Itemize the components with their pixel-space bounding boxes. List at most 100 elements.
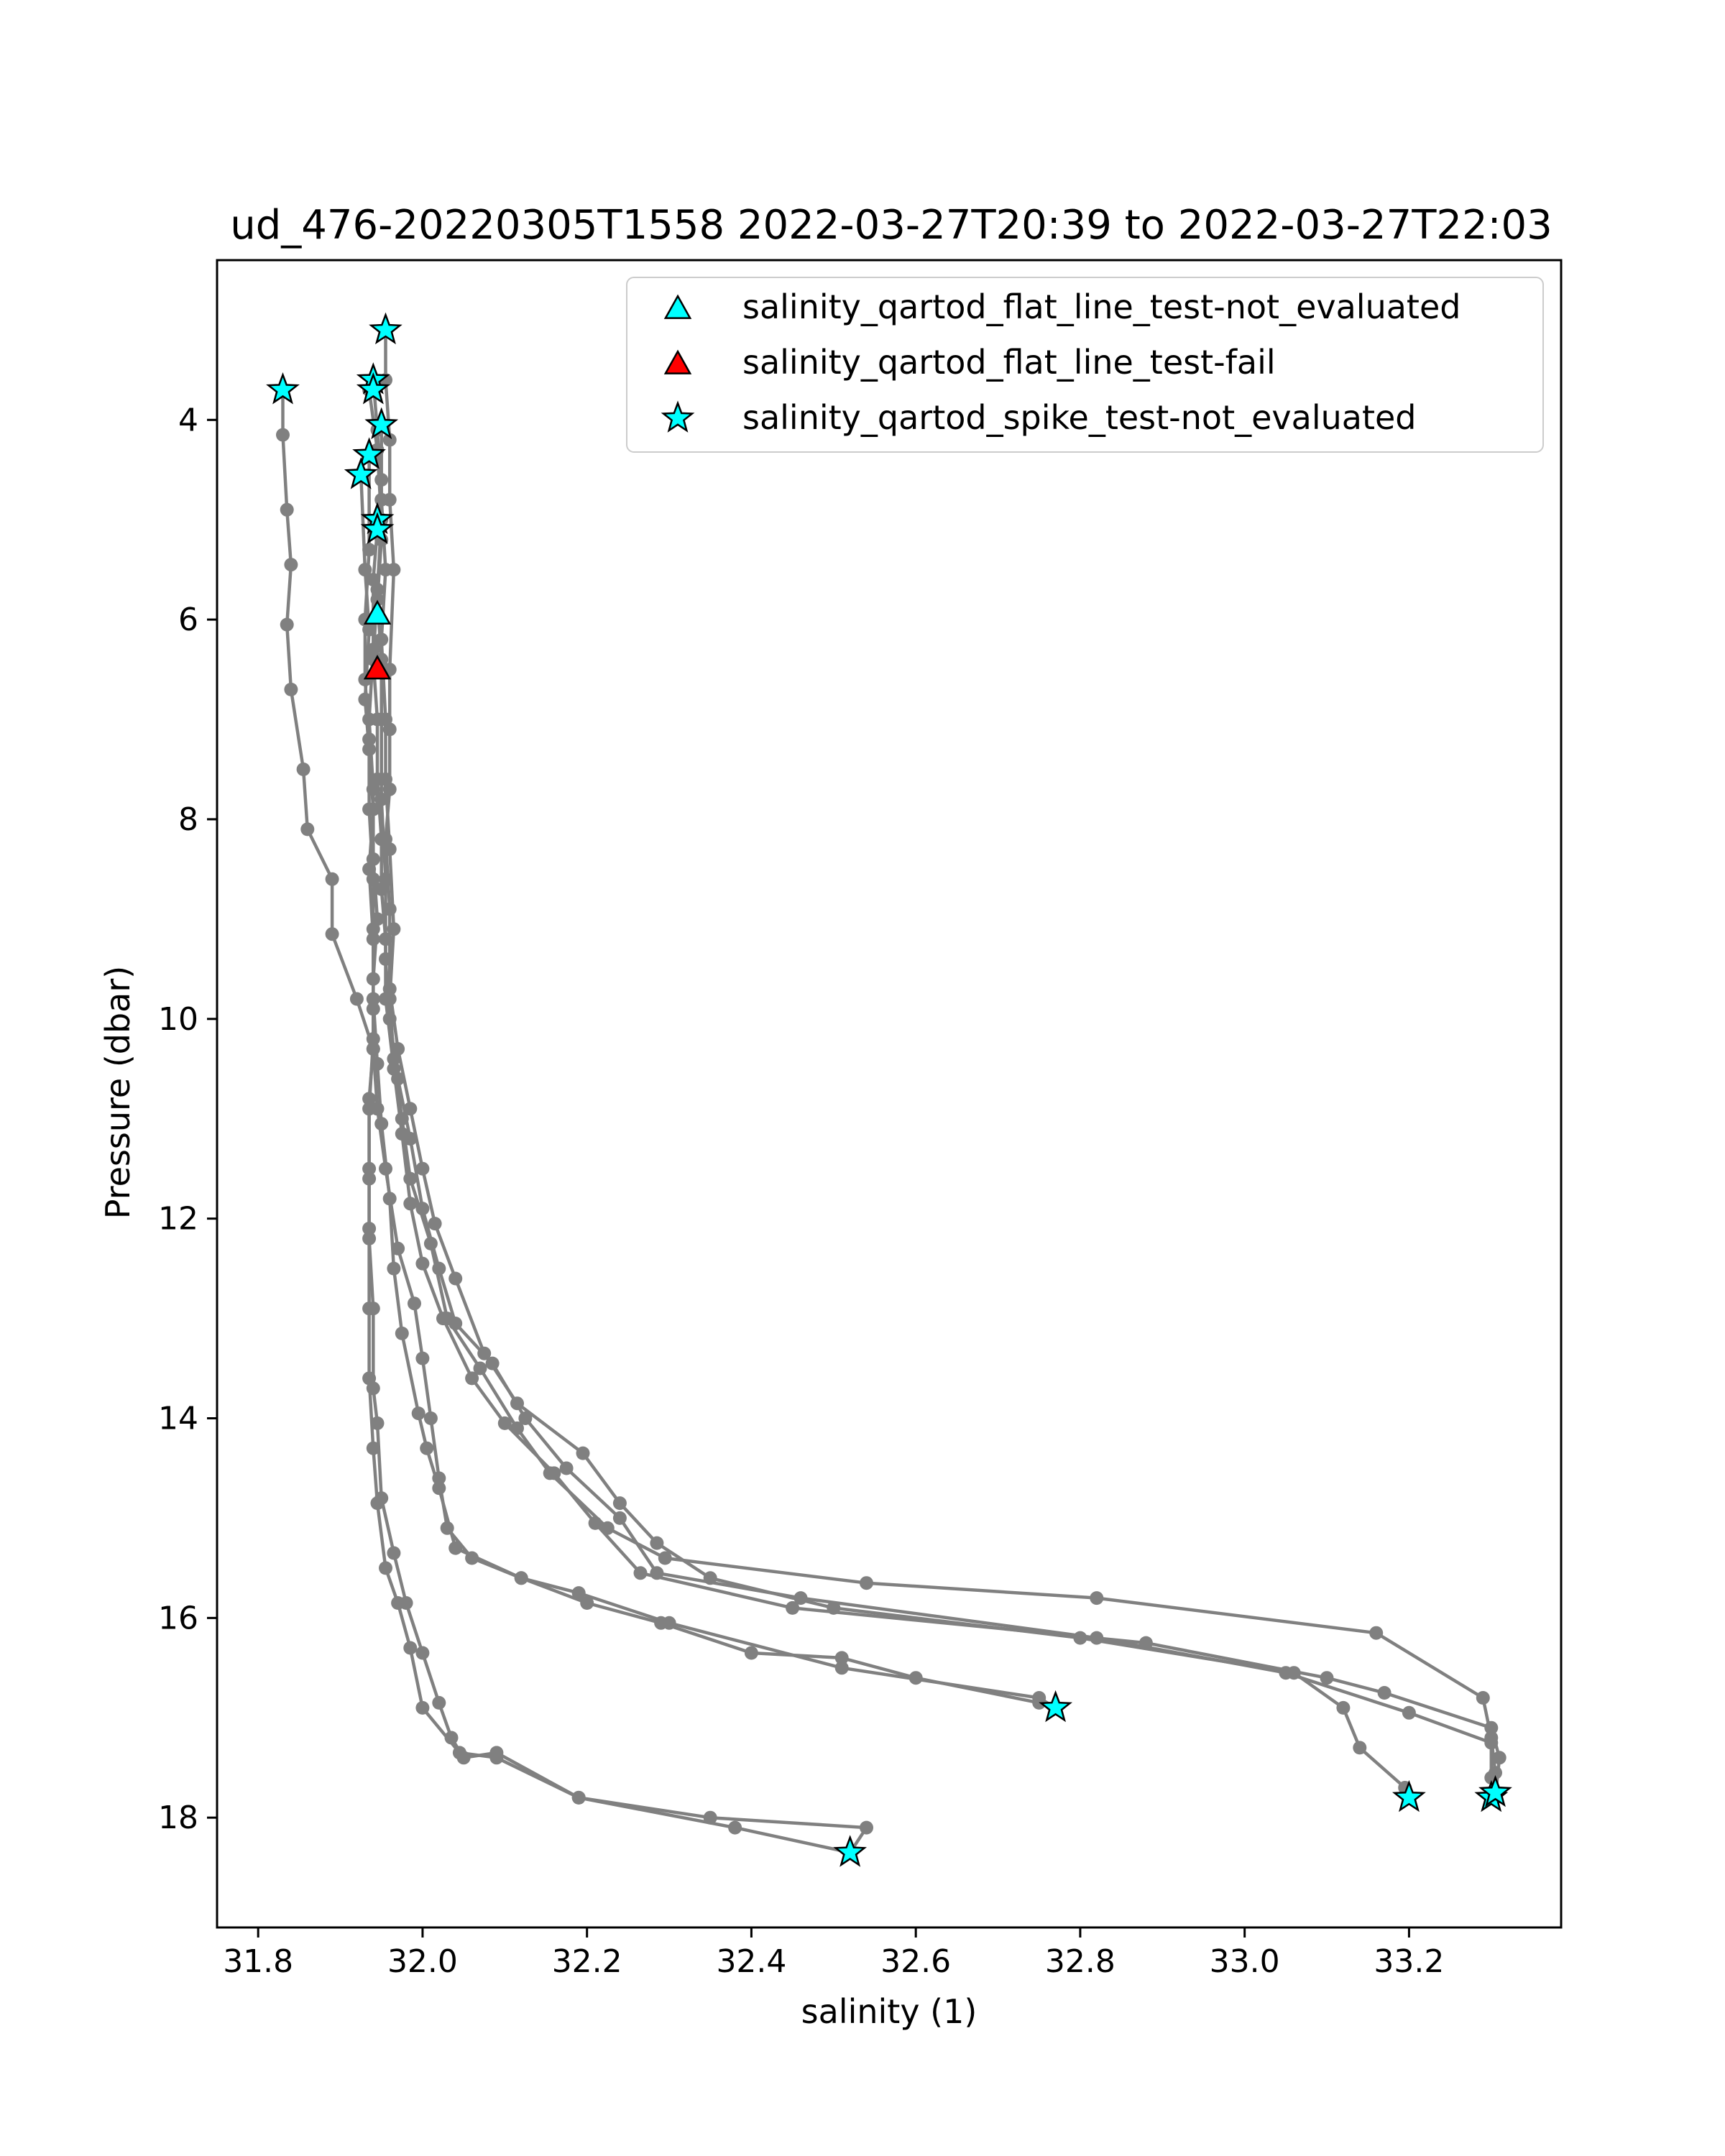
profile-point xyxy=(370,912,385,926)
profile-point xyxy=(571,1790,586,1805)
profile-point xyxy=(415,1646,430,1660)
profile-point xyxy=(580,1596,594,1610)
profile-point xyxy=(448,1271,463,1286)
profile-point xyxy=(276,428,290,442)
profile-point xyxy=(395,1326,409,1340)
profile-line xyxy=(367,390,1501,1798)
flat-line-not-evaluated-marker xyxy=(363,599,392,625)
x-axis-label: salinity (1) xyxy=(801,1992,978,2031)
spike-not-evaluated-marker xyxy=(266,372,300,405)
profile-point xyxy=(403,1641,418,1655)
profile-point xyxy=(399,1596,413,1610)
legend-box xyxy=(626,277,1544,453)
profile-point xyxy=(374,712,389,727)
x-tick-label: 32.0 xyxy=(387,1943,458,1980)
y-axis-label: Pressure (dbar) xyxy=(98,966,137,1219)
profile-point xyxy=(662,1616,676,1630)
profile-point xyxy=(728,1820,742,1835)
y-tick-label: 10 xyxy=(158,1001,198,1038)
qc-markers-layer xyxy=(266,312,1512,1867)
profile-point xyxy=(403,1197,418,1211)
profile-point xyxy=(415,1161,430,1176)
x-tick-label: 32.2 xyxy=(552,1943,622,1980)
profile-point xyxy=(366,782,380,796)
profile-point xyxy=(382,1192,397,1206)
spike-not-evaluated-marker xyxy=(356,372,390,405)
profile-point xyxy=(366,1381,380,1396)
profile-point xyxy=(408,1296,421,1311)
profile-point xyxy=(1279,1666,1293,1680)
y-tick-label: 4 xyxy=(178,402,198,438)
profile-point xyxy=(370,1416,385,1430)
plot-frame xyxy=(216,259,1563,1929)
profile-point xyxy=(387,1261,401,1276)
profile-point xyxy=(366,852,380,866)
profile-point xyxy=(379,563,392,577)
profile-point xyxy=(489,1746,504,1760)
spike-not-evaluated-marker xyxy=(833,1835,867,1867)
spike-not-evaluated-marker xyxy=(1039,1690,1072,1723)
profile-point xyxy=(1402,1705,1416,1720)
y-tick-label: 6 xyxy=(178,602,198,638)
spike-not-evaluated-marker xyxy=(369,312,402,345)
profile-point xyxy=(382,433,397,447)
profile-point xyxy=(860,1820,873,1835)
x-tick-label: 31.8 xyxy=(223,1943,293,1980)
profile-point xyxy=(420,1441,434,1455)
y-axis-ticks: 4 6 8 10 12 14 16 18 xyxy=(158,402,217,1836)
legend: salinity_qartod_flat_line_test-not_evalu… xyxy=(626,277,1544,453)
profile-point xyxy=(362,1231,377,1245)
profile-point xyxy=(362,1102,377,1116)
profile-point xyxy=(1484,1736,1499,1750)
profile-point xyxy=(633,1566,648,1580)
chart-title: ud_476-20220305T1558 2022-03-27T20:39 to… xyxy=(230,202,1552,249)
profile-point xyxy=(379,992,392,1006)
legend-marker-triangle-cyan xyxy=(663,294,692,319)
profile-point xyxy=(284,558,298,572)
profile-point xyxy=(485,1356,500,1370)
profile-point xyxy=(366,972,380,986)
legend-entry-spike-not-evaluated: salinity_qartod_spike_test-not_evaluated xyxy=(661,398,1416,437)
profile-point xyxy=(374,1491,389,1506)
profile-point xyxy=(296,763,310,776)
profile-point xyxy=(366,1441,380,1455)
y-tick-label: 14 xyxy=(158,1400,198,1437)
profile-point xyxy=(1090,1631,1104,1645)
profile-point xyxy=(1320,1671,1334,1685)
profile-point xyxy=(1090,1591,1104,1606)
profile-point xyxy=(280,502,294,517)
profile-point xyxy=(428,1217,442,1231)
legend-marker-triangle-red xyxy=(663,349,692,374)
profile-point xyxy=(514,1571,528,1585)
profile-point xyxy=(473,1361,487,1376)
legend-entry-flat-line-fail: salinity_qartod_flat_line_test-fail xyxy=(663,343,1276,382)
profile-point xyxy=(432,1261,446,1276)
profile-point xyxy=(518,1411,533,1425)
legend-entry-flat-line-not-evaluated: salinity_qartod_flat_line_test-not_evalu… xyxy=(663,287,1460,326)
y-tick-label: 8 xyxy=(178,801,198,838)
profile-point xyxy=(612,1511,627,1525)
profile-point xyxy=(1377,1686,1392,1700)
profile-point xyxy=(1484,1720,1499,1735)
profile-point xyxy=(370,1056,385,1071)
profile-point xyxy=(1369,1626,1384,1640)
profile-point xyxy=(280,617,294,632)
profile-point xyxy=(794,1591,808,1606)
profile-point xyxy=(300,822,315,837)
legend-label-flat-line-fail: salinity_qartod_flat_line_test-fail xyxy=(742,343,1276,382)
profile-point xyxy=(415,1351,430,1365)
profile-point xyxy=(588,1516,602,1530)
profile-point xyxy=(650,1566,664,1580)
y-tick-label: 18 xyxy=(158,1800,198,1836)
profile-point xyxy=(456,1751,471,1765)
profile-point xyxy=(432,1481,446,1496)
profile-point xyxy=(497,1416,512,1430)
profile-point xyxy=(448,1317,463,1330)
x-axis-ticks: 31.8 32.0 32.2 32.4 32.6 32.8 33.0 33.2 xyxy=(223,1927,1444,1980)
x-tick-label: 32.6 xyxy=(880,1943,951,1980)
profile-point xyxy=(387,1546,401,1560)
x-tick-label: 33.0 xyxy=(1210,1943,1280,1980)
x-tick-label: 32.4 xyxy=(716,1943,786,1980)
profile-point xyxy=(1336,1700,1351,1715)
